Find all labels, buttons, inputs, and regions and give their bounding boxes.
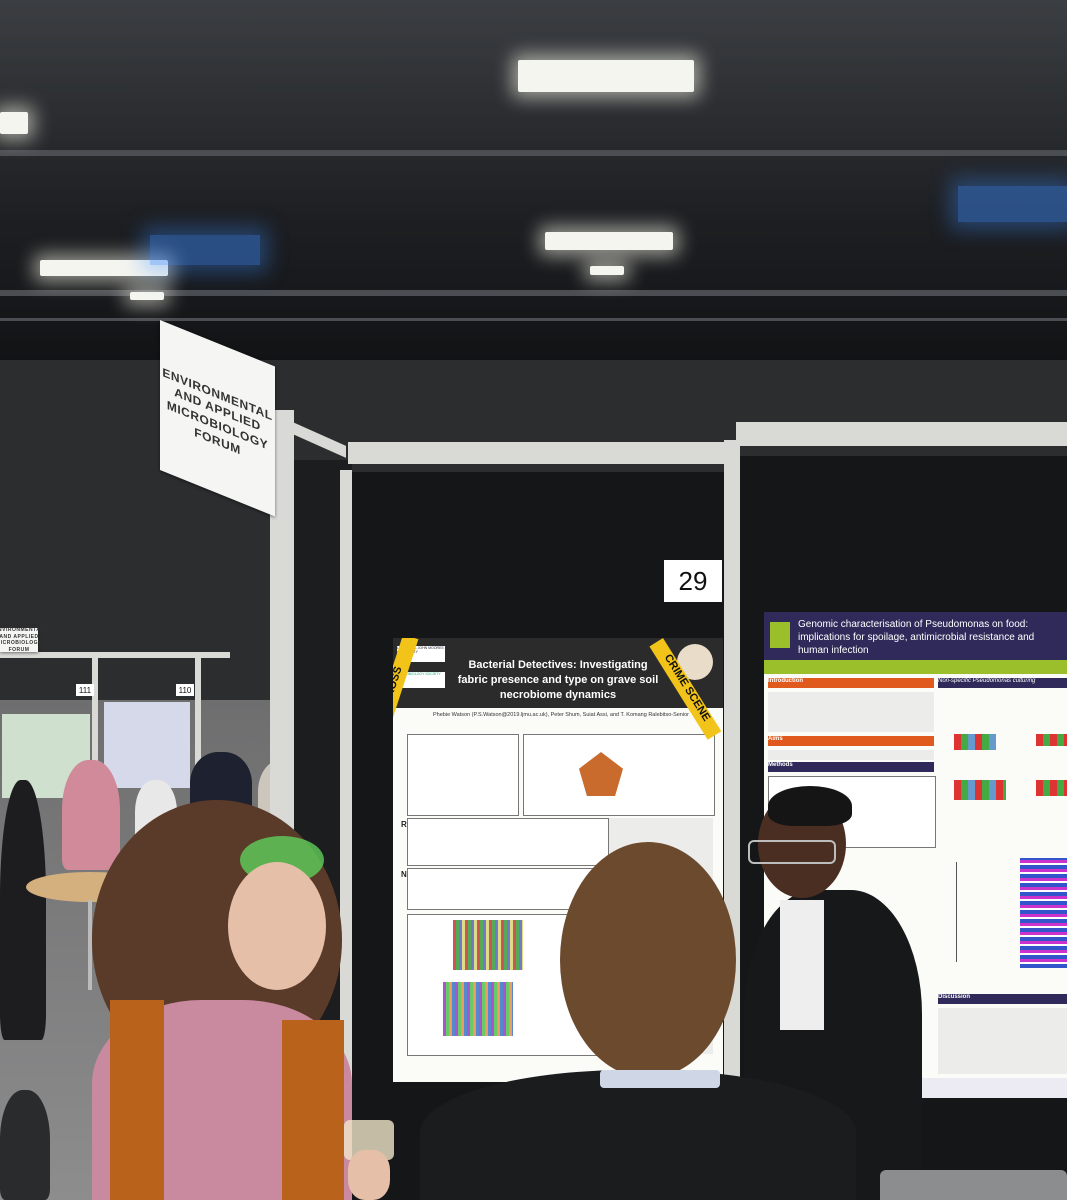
background-person bbox=[62, 760, 120, 870]
woman-hand bbox=[348, 1150, 390, 1200]
man-head bbox=[560, 842, 736, 1078]
presenter-hair bbox=[768, 786, 852, 826]
ceiling-light bbox=[545, 232, 673, 250]
intro-text bbox=[768, 692, 934, 732]
booth-frame-top bbox=[736, 422, 1067, 446]
booth-frame-post bbox=[724, 440, 740, 1200]
stacked-bar-chart bbox=[443, 982, 513, 1036]
board-number: 29 bbox=[664, 560, 722, 602]
booth-frame-post bbox=[340, 470, 352, 1200]
bar-chart bbox=[1036, 734, 1067, 746]
ceiling-light bbox=[590, 266, 624, 275]
ceiling bbox=[0, 0, 1067, 360]
bar-chart bbox=[1036, 780, 1067, 796]
glasses-icon bbox=[748, 840, 836, 864]
man-shirt bbox=[420, 1070, 856, 1200]
ceiling-light bbox=[0, 112, 28, 134]
background-person bbox=[0, 780, 46, 1040]
booth-frame bbox=[0, 652, 230, 658]
booth-frame-top bbox=[348, 442, 728, 464]
microbiology-society-logo: MICROBIOLOGY SOCIETY bbox=[397, 672, 445, 688]
bar-chart bbox=[954, 780, 1006, 800]
blue-ceiling-light bbox=[958, 186, 1067, 222]
section-introduction: Introduction bbox=[768, 678, 934, 688]
section-discussion: Discussion bbox=[938, 994, 1067, 1004]
poster-header bbox=[764, 612, 1067, 660]
ceiling-beam bbox=[0, 318, 1067, 321]
rflp-section bbox=[407, 818, 609, 866]
aims-text bbox=[768, 750, 934, 760]
woman-overalls-strap bbox=[110, 1000, 164, 1200]
phylogenetic-tree bbox=[956, 862, 1015, 962]
poster-title: Bacterial Detectives: Investigating fabr… bbox=[457, 659, 659, 701]
booth-frame bbox=[92, 652, 98, 812]
foreground-person bbox=[0, 1090, 50, 1200]
section-culturing: Non-specific Pseudomonas culturing bbox=[938, 678, 1067, 688]
woman-face bbox=[228, 862, 326, 990]
blue-ceiling-light bbox=[150, 235, 260, 265]
ceiling-beam bbox=[0, 290, 1067, 296]
board-number-111: 111 bbox=[76, 684, 94, 696]
ceiling-light bbox=[518, 60, 694, 92]
bar-chart bbox=[954, 734, 996, 750]
poster-authors: Phebie Watson (P.S.Watson@2019.ljmu.ac.u… bbox=[433, 712, 689, 718]
heatmap bbox=[1020, 858, 1067, 968]
woman-overalls-strap bbox=[282, 1020, 344, 1200]
board-number-110: 110 bbox=[176, 684, 194, 696]
forum-sign-left: ENVIRONMENTAL AND APPLIED MICROBIOLOGY F… bbox=[0, 627, 44, 653]
ceiling-light bbox=[40, 260, 168, 276]
section-aims: Aims bbox=[768, 736, 934, 746]
chair bbox=[880, 1170, 1067, 1200]
ceiling-beam bbox=[0, 150, 1067, 156]
booth-frame bbox=[195, 652, 201, 812]
presenter-shirt bbox=[780, 900, 824, 1030]
lanyard bbox=[600, 1070, 720, 1088]
background-poster bbox=[104, 702, 190, 788]
table-leg bbox=[88, 900, 92, 990]
background-section bbox=[407, 734, 519, 816]
institute-logo bbox=[770, 622, 790, 648]
poster-title: Genomic characterisation of Pseudomonas … bbox=[798, 619, 1035, 656]
section-methods: Methods bbox=[768, 762, 934, 772]
discussion-text bbox=[938, 1008, 1067, 1074]
ceiling-light bbox=[130, 292, 164, 300]
stacked-bar-chart bbox=[453, 920, 523, 970]
authors-bar bbox=[764, 660, 1067, 674]
